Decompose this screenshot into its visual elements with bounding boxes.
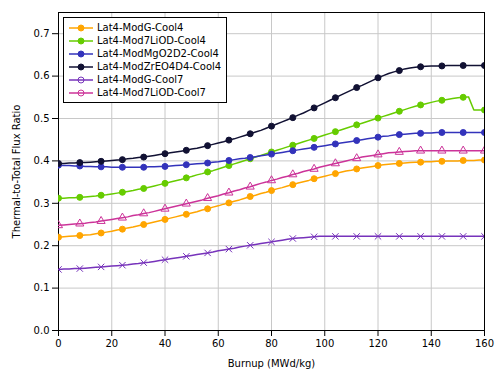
svg-text:160: 160 bbox=[475, 338, 494, 349]
svg-text:80: 80 bbox=[265, 338, 278, 349]
html-text:Lat4-ModG-Cool7: Lat4-ModG-Cool7 bbox=[97, 74, 184, 85]
svg-text:0.3: 0.3 bbox=[34, 198, 50, 209]
html-text:Lat4-Mod7LiOD-Cool7: Lat4-Mod7LiOD-Cool7 bbox=[97, 87, 206, 98]
svg-text:Thermal-to-Total Flux Ratio: Thermal-to-Total Flux Ratio bbox=[11, 105, 22, 240]
svg-text:0: 0 bbox=[55, 338, 61, 349]
html-text:Lat4-ModG-Cool4: Lat4-ModG-Cool4 bbox=[97, 22, 184, 33]
svg-text:100: 100 bbox=[315, 338, 334, 349]
svg-text:120: 120 bbox=[368, 338, 387, 349]
html-text:Lat4-ModZrEO4D4-Cool4: Lat4-ModZrEO4D4-Cool4 bbox=[97, 61, 222, 72]
html-text:Lat4-Mod7LiOD-Cool4: Lat4-Mod7LiOD-Cool4 bbox=[97, 35, 206, 46]
svg-text:0.2: 0.2 bbox=[34, 240, 50, 251]
svg-text:0.7: 0.7 bbox=[34, 28, 50, 39]
svg-text:0.1: 0.1 bbox=[34, 282, 50, 293]
svg-text:0.4: 0.4 bbox=[34, 155, 50, 166]
svg-text:60: 60 bbox=[212, 338, 225, 349]
html-text:Lat4-ModMgO2D2-Cool4: Lat4-ModMgO2D2-Cool4 bbox=[97, 48, 219, 59]
svg-text:0.0: 0.0 bbox=[34, 325, 50, 336]
svg-text:0.6: 0.6 bbox=[34, 70, 50, 81]
svg-text:20: 20 bbox=[105, 338, 118, 349]
svg-text:140: 140 bbox=[422, 338, 441, 349]
svg-text:40: 40 bbox=[159, 338, 172, 349]
svg-text:0.5: 0.5 bbox=[34, 113, 50, 124]
svg-text:Burnup (MWd/kg): Burnup (MWd/kg) bbox=[228, 358, 316, 369]
